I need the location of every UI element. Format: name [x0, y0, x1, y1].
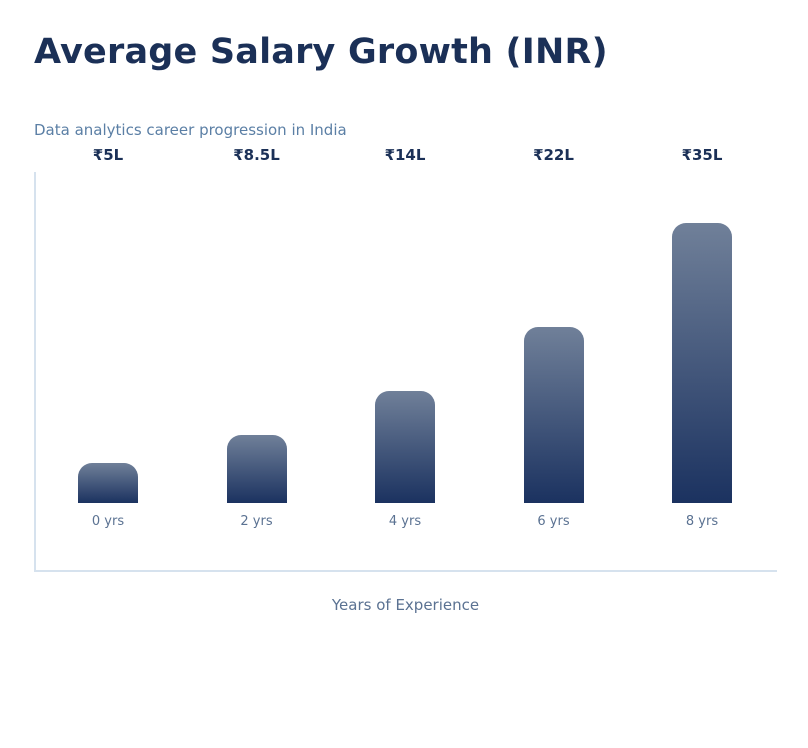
- bar: [78, 463, 138, 503]
- x-axis-label: Years of Experience: [331, 596, 480, 614]
- value-label: ₹8.5L: [233, 146, 280, 164]
- bar: [672, 223, 732, 503]
- value-label: ₹22L: [533, 146, 574, 164]
- bar: [375, 391, 435, 503]
- bar: [226, 435, 287, 503]
- chart-subtitle: Data analytics career progression in Ind…: [34, 121, 347, 139]
- value-label: ₹14L: [384, 146, 426, 164]
- x-tick-label: 0 yrs: [91, 514, 125, 529]
- x-tick-label: 8 yrs: [685, 514, 719, 529]
- plot-area: [34, 172, 777, 572]
- value-label: ₹5L: [92, 146, 124, 164]
- bar: [523, 327, 584, 503]
- x-tick-label: 2 yrs: [240, 514, 273, 529]
- value-label: ₹35L: [681, 146, 723, 164]
- chart-title: Average Salary Growth (INR): [34, 32, 608, 72]
- x-tick-label: 6 yrs: [537, 514, 570, 529]
- x-tick-label: 4 yrs: [388, 514, 422, 529]
